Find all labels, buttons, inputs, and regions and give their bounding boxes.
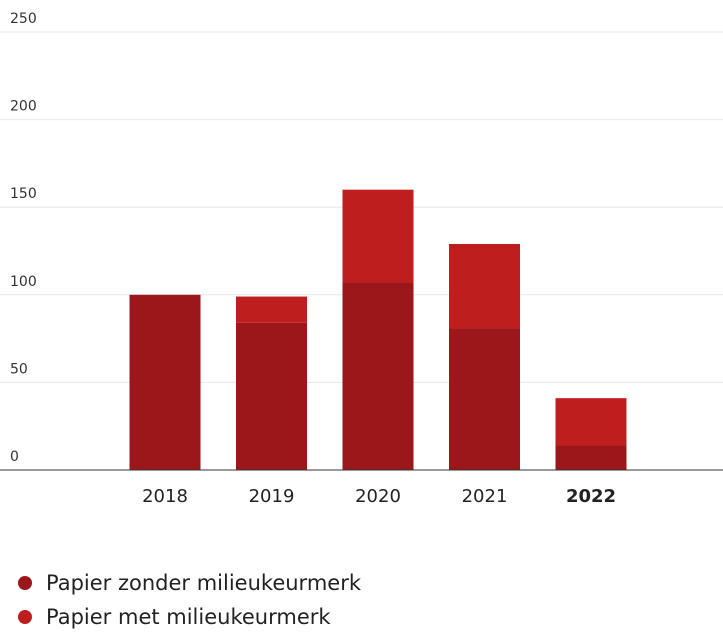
bar-2022-series-0 [555, 445, 627, 470]
bars [129, 189, 627, 470]
bar-2022-series-1 [555, 398, 627, 446]
bar-2021-series-1 [449, 243, 520, 329]
bar-2021-series-0 [449, 328, 520, 470]
legend-item-zonder: Papier zonder milieukeurmerk [18, 566, 361, 600]
x-tick-label-2019: 2019 [249, 486, 295, 507]
bar-2020-series-1 [342, 189, 414, 283]
y-tick-label-150: 150 [10, 186, 37, 202]
y-tick-label-200: 200 [10, 99, 37, 115]
bar-2019-series-1 [236, 296, 307, 323]
bar-2018-series-0 [129, 294, 201, 470]
legend-label-met: Papier met milieukeurmerk [46, 605, 331, 629]
bar-2020-series-0 [342, 282, 414, 470]
y-tick-label-100: 100 [10, 274, 37, 290]
x-tick-label-2022: 2022 [566, 486, 616, 507]
legend-label-zonder: Papier zonder milieukeurmerk [46, 571, 361, 595]
legend-dot-met [18, 610, 32, 624]
x-tick-label-2018: 2018 [142, 486, 188, 507]
y-tick-label-250: 250 [10, 11, 37, 27]
bar-2019-series-0 [236, 322, 307, 470]
y-tick-label-50: 50 [10, 361, 28, 377]
legend: Papier zonder milieukeurmerk Papier met … [18, 566, 361, 634]
legend-dot-zonder [18, 576, 32, 590]
y-tick-label-0: 0 [10, 449, 19, 465]
legend-item-met: Papier met milieukeurmerk [18, 600, 361, 634]
x-tick-label-2021: 2021 [462, 486, 508, 507]
y-axis: 0 50 100 150 200 250 [10, 11, 37, 465]
stacked-bar-chart: 0 50 100 150 200 250 2018 2019 2020 2021 2022 [0, 11, 723, 507]
x-axis: 2018 2019 2020 2021 2022 [142, 486, 616, 507]
x-tick-label-2020: 2020 [355, 486, 401, 507]
